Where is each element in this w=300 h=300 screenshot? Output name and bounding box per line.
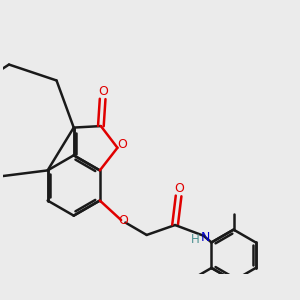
Text: O: O <box>174 182 184 195</box>
Text: O: O <box>117 138 127 152</box>
Text: N: N <box>200 231 210 244</box>
Text: H: H <box>191 233 200 246</box>
Text: O: O <box>98 85 108 98</box>
Text: O: O <box>118 214 128 227</box>
